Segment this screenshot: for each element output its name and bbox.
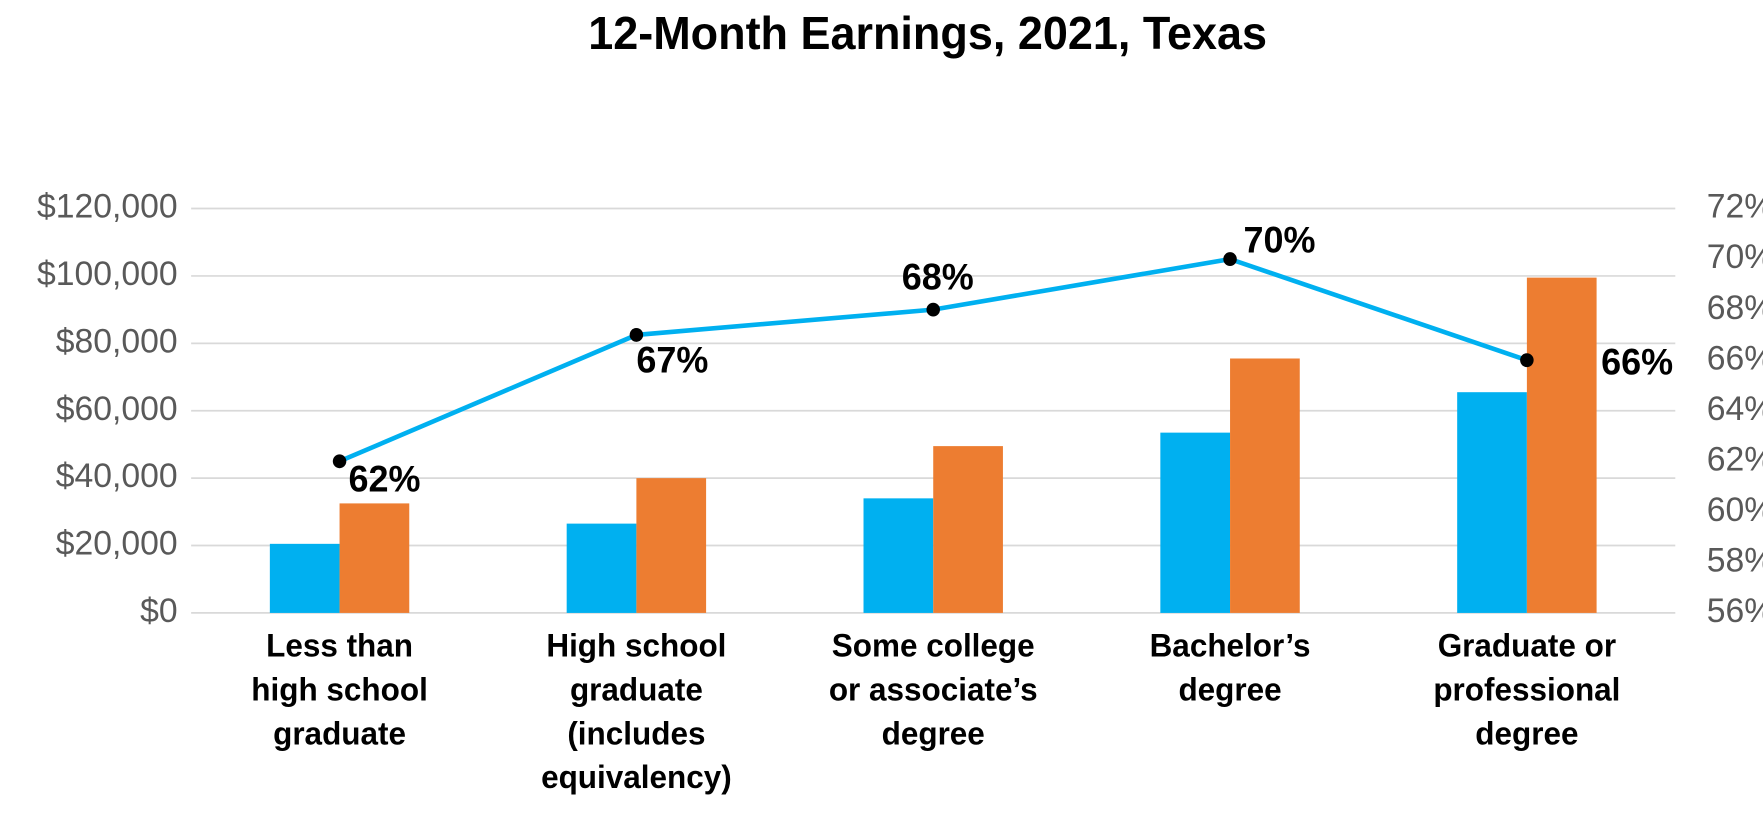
line-marker [1223, 252, 1237, 266]
bar [269, 543, 340, 613]
y2-tick-label: 60% [1707, 491, 1763, 529]
y-tick-label: $100,000 [37, 255, 178, 293]
x-tick-label: High school graduate (includes equivalency) [541, 628, 732, 796]
bar [636, 478, 707, 613]
x-tick-label: Less than high school graduate [251, 628, 428, 752]
data-label: 67% [636, 339, 708, 380]
line-marker [926, 302, 940, 317]
bar [1160, 432, 1231, 613]
bar [1526, 277, 1597, 613]
bar [1230, 358, 1300, 613]
y-tick-label: $20,000 [56, 524, 178, 562]
y2-tick-label: 56% [1707, 592, 1763, 630]
y2-tick-label: 68% [1707, 288, 1763, 326]
y2-tick-label: 70% [1707, 238, 1763, 276]
y2-tick-label: 64% [1707, 389, 1763, 427]
bar [933, 446, 1003, 613]
y-tick-label: $40,000 [56, 457, 178, 495]
data-label: 70% [1244, 219, 1316, 260]
line-marker [629, 327, 644, 342]
y2-tick-label: 66% [1707, 339, 1763, 377]
data-label: 68% [902, 256, 974, 297]
bar [566, 523, 637, 613]
y2-tick-label: 72% [1707, 187, 1763, 225]
bar [863, 498, 934, 613]
data-label: 62% [349, 458, 421, 499]
y2-tick-label: 58% [1707, 541, 1763, 579]
y-tick-label: $120,000 [37, 187, 178, 225]
bar [1457, 392, 1527, 613]
x-tick-label: Graduate or professional degree [1433, 628, 1620, 752]
y2-tick-label: 62% [1707, 440, 1763, 478]
data-label: 66% [1601, 341, 1673, 382]
bar [339, 503, 410, 613]
chart-title: 12-Month Earnings, 2021, Texas [588, 8, 1267, 60]
line-marker [1520, 353, 1534, 368]
x-tick-label: Some college or associate’s degree [829, 628, 1038, 752]
x-tick-label: Bachelor’s degree [1150, 628, 1311, 708]
y-tick-label: $0 [140, 592, 178, 630]
y-tick-label: $60,000 [56, 389, 178, 427]
y-tick-label: $80,000 [56, 322, 178, 360]
line-marker [332, 454, 347, 469]
